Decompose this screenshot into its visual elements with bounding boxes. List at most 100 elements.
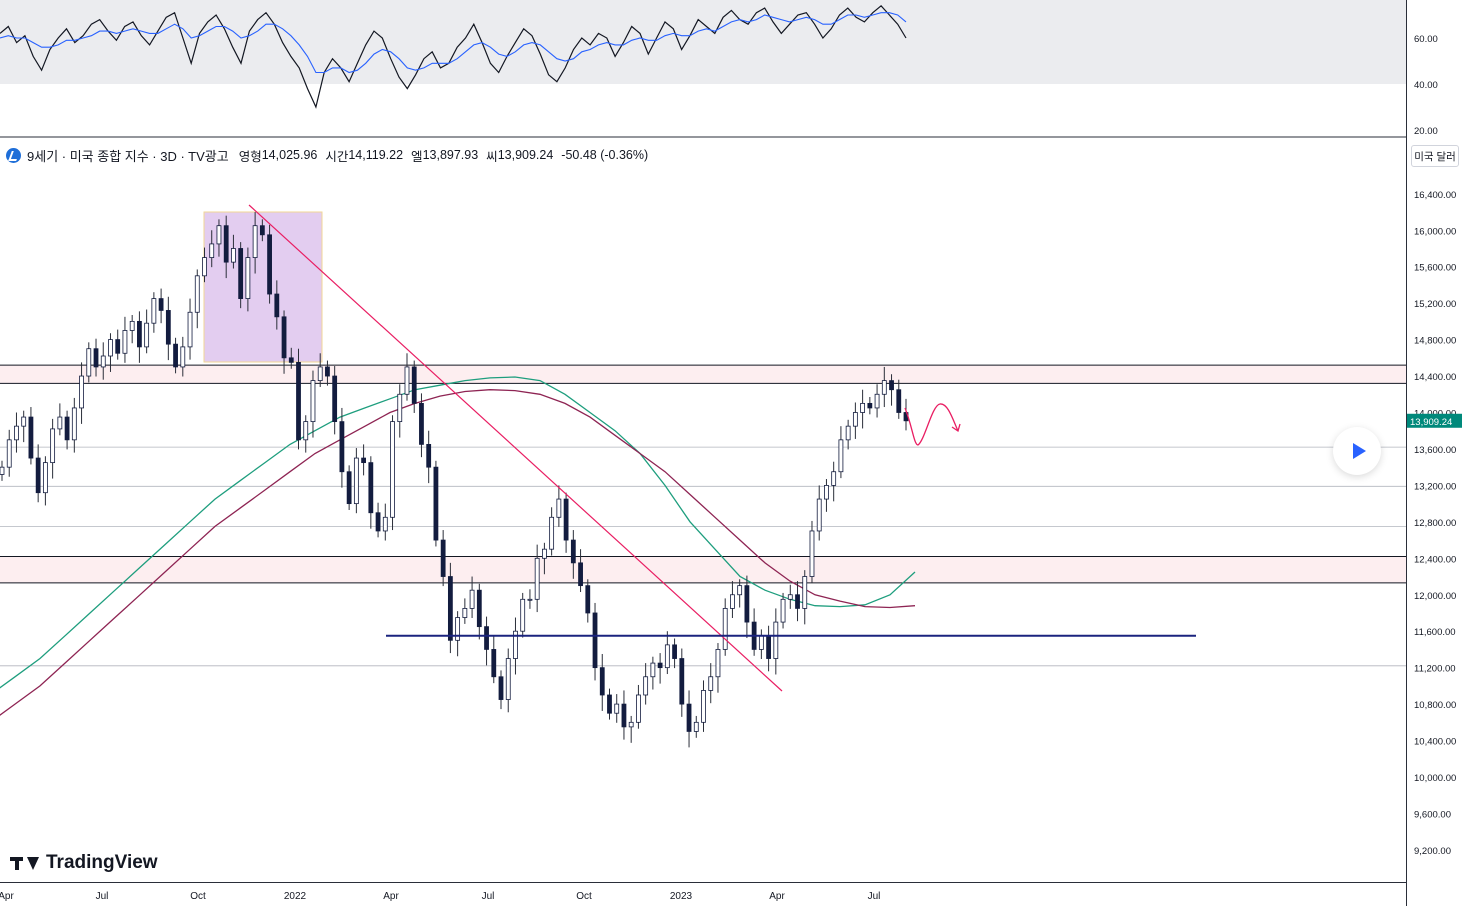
open-label: 영형 xyxy=(238,149,262,164)
candle-body xyxy=(79,375,84,409)
candle-body xyxy=(773,621,779,659)
candle-body xyxy=(758,635,764,650)
candle-body xyxy=(766,635,771,659)
candle-body xyxy=(86,348,92,377)
time-tick-label: Oct xyxy=(576,891,592,902)
price-tick-label: 11,600.00 xyxy=(1414,627,1456,638)
candle-body xyxy=(173,343,178,368)
candle-body xyxy=(570,539,576,564)
price-tick-label: 16,000.00 xyxy=(1414,226,1456,237)
candle-body xyxy=(860,402,866,413)
candle-body xyxy=(556,498,562,518)
candle-body xyxy=(57,416,63,430)
tradingview-logo[interactable]: TradingView xyxy=(10,852,158,874)
candle-body xyxy=(180,346,186,368)
high-label: 시간 xyxy=(325,149,349,164)
brand-name: TradingView xyxy=(46,852,158,873)
candle-body xyxy=(693,721,699,732)
time-tick-label: 2022 xyxy=(284,891,307,902)
time-tick-label: Oct xyxy=(190,891,206,902)
candle-body xyxy=(42,462,48,494)
replay-play-button[interactable] xyxy=(1333,427,1381,475)
projection-arrowhead xyxy=(951,423,961,433)
candle-body xyxy=(852,412,858,427)
candle-body xyxy=(310,380,316,423)
candle-body xyxy=(339,421,345,473)
candle-body xyxy=(708,676,714,691)
candle-body xyxy=(361,457,367,464)
price-tick-label: 11,200.00 xyxy=(1414,664,1456,675)
moving-average-short xyxy=(0,376,916,689)
candle-body xyxy=(816,498,822,532)
candle-body xyxy=(419,402,424,445)
candle-body xyxy=(6,439,12,468)
symbol-title[interactable]: 9세기 · 미국 종합 지수 · 3D · TV광고 xyxy=(27,148,229,164)
time-tick-label: Apr xyxy=(0,891,14,902)
candle-body xyxy=(325,366,330,377)
candle-body xyxy=(845,425,851,441)
candle-body xyxy=(578,562,583,587)
candle-body xyxy=(223,225,229,263)
candle-body xyxy=(187,311,193,348)
candle-body xyxy=(881,380,887,395)
price-tick-label: 9,600.00 xyxy=(1414,809,1451,820)
candle-body xyxy=(809,530,815,577)
candle-body xyxy=(259,225,265,236)
highlight-box xyxy=(203,211,323,363)
candle-body xyxy=(679,658,685,705)
candle-body xyxy=(252,225,258,258)
candle-body xyxy=(71,407,77,441)
candle-body xyxy=(614,703,620,714)
candle-body xyxy=(831,471,837,486)
candle-body xyxy=(780,598,786,623)
candle-body xyxy=(14,425,19,441)
candle-body xyxy=(520,598,526,632)
projection-path xyxy=(904,403,959,446)
candle-body xyxy=(650,662,656,678)
candle-body xyxy=(267,234,272,295)
candle-body xyxy=(0,466,5,475)
candle-body xyxy=(353,457,359,505)
candle-body xyxy=(672,644,677,659)
price-tick-label: 16,400.00 xyxy=(1414,190,1456,201)
candle-body xyxy=(527,598,533,601)
candle-body xyxy=(35,457,41,494)
resistance-zone xyxy=(0,365,1406,384)
price-axis[interactable]: 60.00 40.00 20.00 16,400.00 16,000.00 15,600.… xyxy=(1406,0,1462,906)
oscillator-tick-label: 40.00 xyxy=(1414,80,1438,91)
candle-body xyxy=(21,416,27,427)
low-label: 엘 xyxy=(411,149,423,164)
candle-body xyxy=(462,608,468,618)
candle-body xyxy=(599,667,605,696)
price-tick-label: 14,400.00 xyxy=(1414,372,1456,383)
candle-body xyxy=(715,649,721,678)
candle-body xyxy=(628,721,634,728)
candle-body xyxy=(346,471,352,505)
time-axis-background xyxy=(0,882,1406,906)
symbol-logo-icon xyxy=(6,147,21,163)
time-tick-label: Jul xyxy=(868,891,881,902)
candle-body xyxy=(636,694,641,723)
last-price-value: 13,909.24 xyxy=(1410,417,1452,428)
candle-body xyxy=(737,585,743,596)
candle-body xyxy=(433,466,439,541)
candle-body xyxy=(50,428,56,464)
time-axis[interactable]: Apr Jul Oct 2022 Apr Jul Oct 2023 Apr Jul xyxy=(0,882,1406,906)
oscillator-tick-label: 60.00 xyxy=(1414,34,1438,45)
time-tick-label: Jul xyxy=(482,891,495,902)
candle-body xyxy=(592,612,598,669)
candle-body xyxy=(165,310,171,345)
oscillator-tick-label: 20.00 xyxy=(1414,126,1438,137)
oscillator-line xyxy=(0,4,907,109)
price-tick-label: 12,400.00 xyxy=(1414,554,1456,565)
close-label: 씨 xyxy=(486,149,498,164)
currency-button[interactable]: 미국 달러 xyxy=(1411,145,1459,167)
price-tick-label: 10,400.00 xyxy=(1414,737,1456,748)
price-tick-label: 10,800.00 xyxy=(1414,700,1456,711)
candle-body xyxy=(238,248,244,299)
candle-body xyxy=(231,248,236,263)
candle-body xyxy=(585,585,591,614)
price-pane xyxy=(0,138,1406,882)
candle-body xyxy=(122,330,128,354)
